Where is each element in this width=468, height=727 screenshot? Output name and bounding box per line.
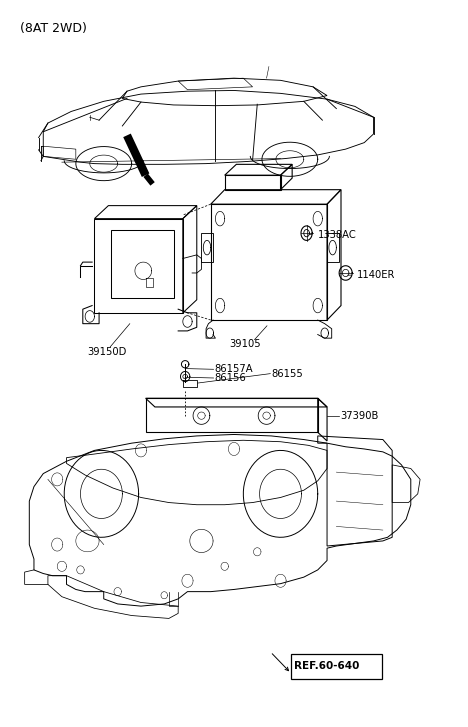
Text: REF.60-640: REF.60-640 bbox=[293, 662, 359, 671]
Text: 39105: 39105 bbox=[229, 339, 261, 349]
Text: 86157A: 86157A bbox=[214, 364, 253, 374]
Text: 1140ER: 1140ER bbox=[348, 270, 395, 280]
Text: 86155: 86155 bbox=[271, 369, 303, 379]
Text: 37390B: 37390B bbox=[340, 411, 379, 421]
Text: (8AT 2WD): (8AT 2WD) bbox=[20, 22, 87, 35]
Text: 39150D: 39150D bbox=[88, 347, 127, 357]
Text: 1338AC: 1338AC bbox=[309, 230, 357, 240]
Text: 86156: 86156 bbox=[214, 373, 246, 383]
